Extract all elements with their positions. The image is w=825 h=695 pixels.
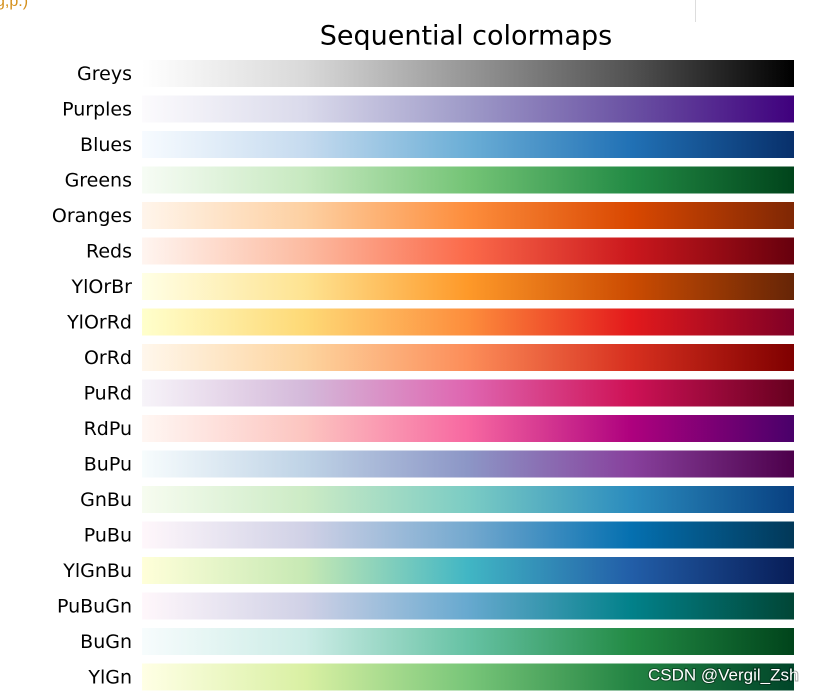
colormap-bar — [142, 486, 794, 513]
colormap-bar — [142, 308, 794, 336]
row-label: Reds — [86, 241, 132, 263]
colormap-bar — [142, 202, 794, 229]
colormap-bar — [142, 273, 794, 300]
colormap-bar — [142, 131, 794, 158]
row-label: Greens — [65, 170, 132, 192]
colormap-bar — [142, 237, 794, 265]
colormap-bar — [142, 415, 794, 442]
colormap-bar — [142, 557, 794, 584]
colormap-bar — [142, 344, 794, 371]
row-label: OrRd — [84, 347, 132, 369]
colormap-bar — [142, 663, 794, 691]
colormap-bar — [142, 628, 794, 655]
row-label: BuPu — [84, 454, 132, 476]
colormap-bar — [142, 60, 794, 87]
row-label: PuBu — [84, 525, 132, 547]
row-label: PuBuGn — [57, 596, 132, 618]
row-label: YlOrBr — [71, 276, 133, 298]
colormap-bar — [142, 592, 794, 620]
colormap-bar — [142, 166, 794, 194]
colormap-bar — [142, 450, 794, 478]
row-label: YlGn — [87, 667, 132, 689]
watermark: CSDN @Vergil_Zsh — [648, 665, 798, 684]
colormap-bar — [142, 379, 794, 407]
row-label: Oranges — [52, 205, 132, 227]
page-fragment: g,p.) — [0, 0, 28, 10]
row-label: YlOrRd — [66, 312, 132, 334]
row-label: GnBu — [80, 489, 132, 511]
colormap-bar — [142, 521, 794, 549]
row-label: YlGnBu — [62, 560, 132, 582]
row-label: Greys — [77, 63, 132, 85]
chart-title: Sequential colormaps — [320, 21, 613, 52]
row-label: BuGn — [80, 631, 132, 653]
row-label: Purples — [62, 99, 132, 121]
row-label: RdPu — [84, 418, 132, 440]
colormap-bar — [142, 95, 794, 123]
row-label: PuRd — [84, 383, 132, 405]
row-label: Blues — [80, 134, 132, 156]
